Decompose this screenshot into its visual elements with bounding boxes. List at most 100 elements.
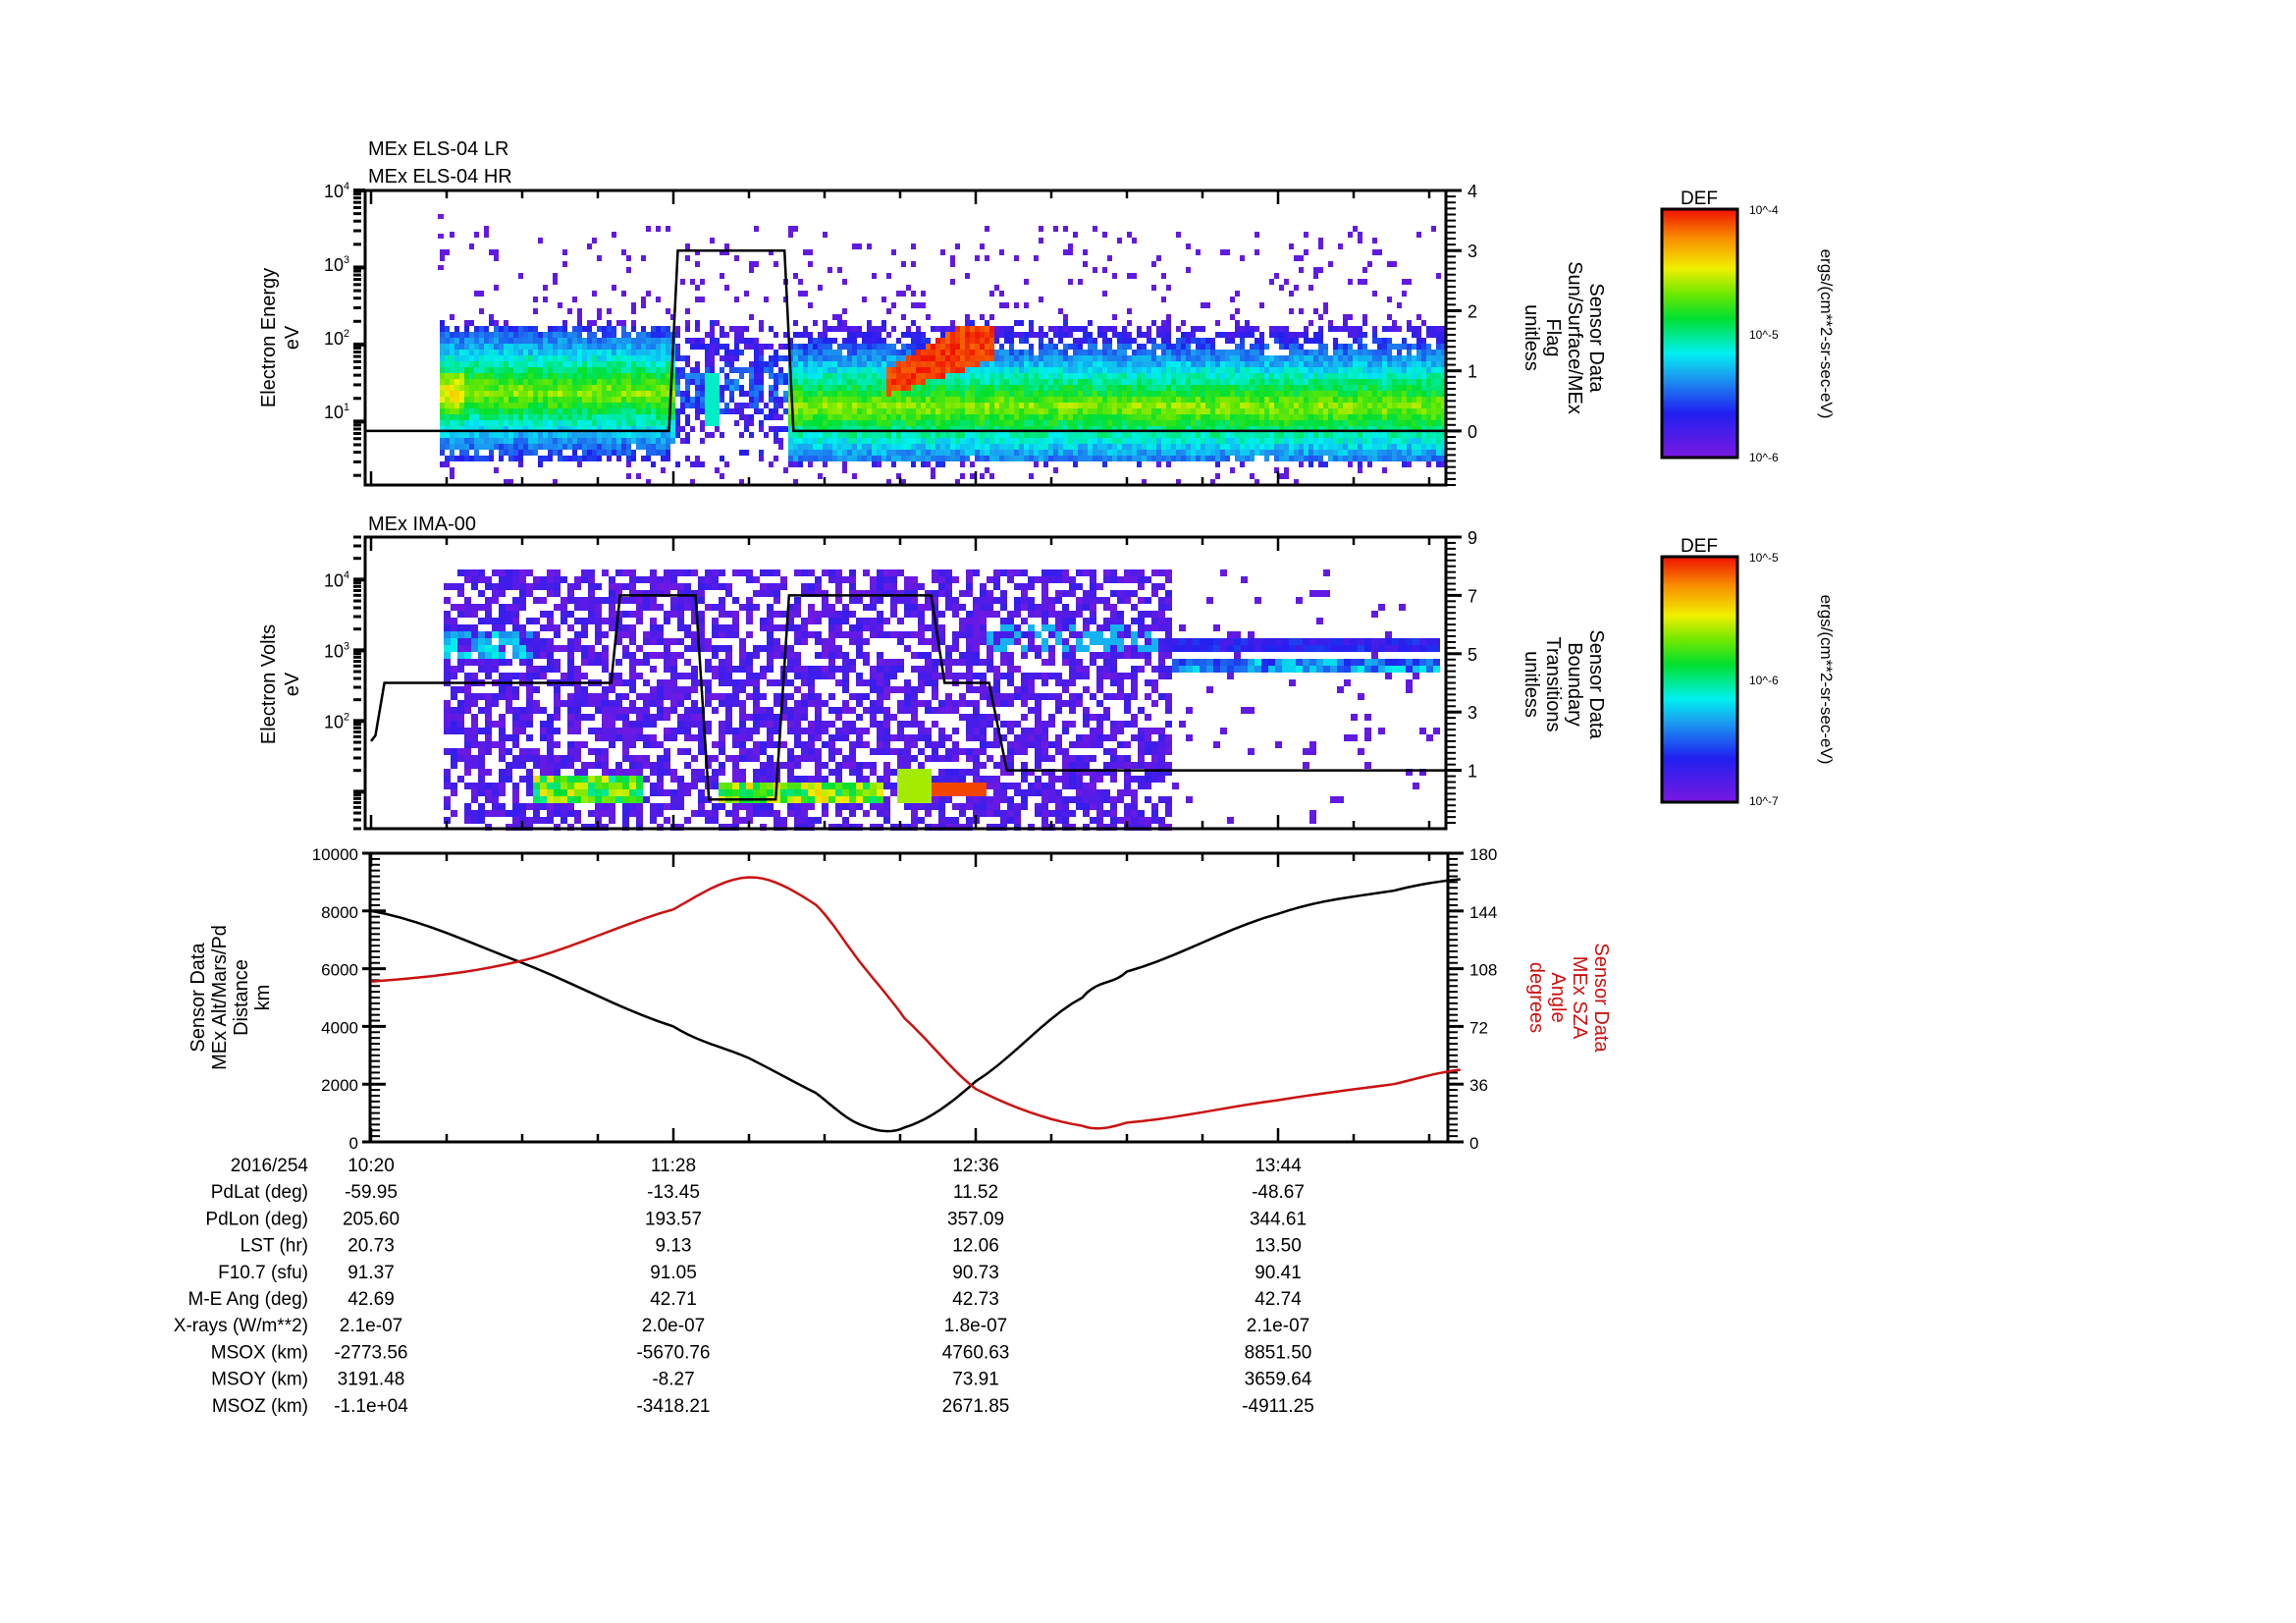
ephemeris-value: -1.1e+04 <box>334 1396 408 1417</box>
colorbar-els-title: DEF <box>1681 189 1718 209</box>
ima-ylabel: Electron Volts eV <box>258 624 303 744</box>
sza-line <box>370 876 1461 1130</box>
svg-text:102: 102 <box>324 328 349 349</box>
els-spectrogram <box>438 214 1446 485</box>
panel-els: MEx ELS-04 LR MEx ELS-04 HR 104103102101… <box>258 138 1607 487</box>
ephemeris-value: 90.41 <box>1255 1263 1302 1283</box>
orbit-right-ylabel: Sensor Data MEx SZA Angle degrees <box>1525 943 1612 1053</box>
ephemeris-row-label: X-rays (W/m**2) <box>174 1316 308 1336</box>
colorbar-ima: DEF 10^-5 10^-6 10^-7 ergs/(cm**2-sr-sec… <box>1660 536 1836 808</box>
ephemeris-value: 11.52 <box>953 1182 998 1203</box>
svg-text:4: 4 <box>1468 182 1477 201</box>
sun-surface-flag-line <box>365 248 1461 433</box>
time-tick-label: 13:44 <box>1255 1156 1302 1176</box>
els-right-ylabel: Sensor Data Sun/Surface/MEx Flag unitles… <box>1521 261 1607 414</box>
ephemeris-date: 2016/254 <box>231 1156 309 1176</box>
ephemeris-row-label: MSOZ (km) <box>212 1396 308 1417</box>
ephemeris-value: 357.09 <box>947 1209 1004 1229</box>
ephemeris-value: -48.67 <box>1252 1182 1305 1203</box>
panel-ima-title: MEx IMA-00 <box>368 514 476 535</box>
orbit-ylabel: Sensor Data MEx Alt/Mars/Pd Distance km <box>187 925 274 1070</box>
ephemeris-value: 42.71 <box>650 1289 697 1310</box>
time-tick-label: 10:20 <box>347 1156 395 1176</box>
ephemeris-row-label: MSOX (km) <box>211 1342 308 1363</box>
svg-text:Electron Energy: Electron Energy <box>258 268 280 407</box>
svg-text:Sun/Surface/MEx: Sun/Surface/MEx <box>1564 261 1585 414</box>
ephemeris-value: 8851.50 <box>1245 1342 1312 1363</box>
colorbar-ima-max: 10^-5 <box>1749 551 1779 565</box>
panel-els-title-lr: MEx ELS-04 LR <box>368 138 508 160</box>
ephemeris-value: 2.0e-07 <box>642 1316 705 1336</box>
svg-text:Sensor Data: Sensor Data <box>1585 283 1607 393</box>
colorbar-els-mid: 10^-5 <box>1749 328 1779 342</box>
svg-text:unitless: unitless <box>1521 304 1542 371</box>
colorbar-ima-min: 10^-7 <box>1749 794 1779 808</box>
ima-right-ylabel: Sensor Data Boundary Transitions unitles… <box>1521 629 1607 739</box>
ephemeris-row-label: LST (hr) <box>240 1236 308 1257</box>
ephemeris-value: 91.05 <box>650 1263 697 1283</box>
ephemeris-row-label: M-E Ang (deg) <box>188 1289 309 1310</box>
boundary-transitions-line <box>370 594 1461 801</box>
ephemeris-value: 9.13 <box>656 1236 692 1257</box>
ephemeris-value: 2671.85 <box>942 1396 1010 1417</box>
colorbar-ima-mid: 10^-6 <box>1749 674 1779 687</box>
ephemeris-value: 12.06 <box>952 1236 999 1257</box>
ephemeris-value: 90.73 <box>952 1263 999 1283</box>
els-axes: 104 103 102 101 4 3 2 1 0 <box>324 181 1477 487</box>
ephemeris-row-label: F10.7 (sfu) <box>218 1263 308 1283</box>
svg-text:101: 101 <box>324 402 349 422</box>
ephemeris-value: -59.95 <box>345 1182 398 1203</box>
ephemeris-value: 42.73 <box>952 1289 999 1310</box>
ephemeris-value: -4911.25 <box>1242 1396 1314 1417</box>
ephemeris-value: -8.27 <box>652 1370 694 1390</box>
ephemeris-value: 344.61 <box>1250 1209 1307 1229</box>
ephemeris-value: 3191.48 <box>338 1370 405 1390</box>
colorbar-els: DEF 10^-4 10^-5 10^-6 ergs/(cm**2-sr-sec… <box>1660 189 1836 464</box>
colorbar-els-min: 10^-6 <box>1749 451 1779 464</box>
ephemeris-value: 73.91 <box>952 1370 999 1390</box>
ephemeris-table: 2016/254 10:20 11:28 12:36 13:44 PdLat (deg) -… <box>174 1156 1314 1417</box>
colorbar-els-unit: ergs/(cm**2-sr-sec-eV) <box>1817 249 1836 419</box>
time-tick-label: 11:28 <box>651 1156 696 1176</box>
ephemeris-value: 205.60 <box>343 1209 400 1229</box>
ephemeris-value: 3659.64 <box>1245 1370 1312 1390</box>
ephemeris-value: 20.73 <box>347 1236 395 1257</box>
svg-text:1: 1 <box>1468 362 1477 382</box>
els-ylabel: Electron Energy eV <box>258 268 303 407</box>
ephemeris-value: -3418.21 <box>636 1396 710 1417</box>
svg-text:3: 3 <box>1468 242 1477 261</box>
ephemeris-value: 42.69 <box>347 1289 395 1310</box>
svg-text:eV: eV <box>282 325 303 350</box>
ima-spectrogram <box>444 569 1440 831</box>
colorbar-els-max: 10^-4 <box>1749 203 1779 217</box>
panel-els-title-hr: MEx ELS-04 HR <box>368 166 512 188</box>
svg-text:2: 2 <box>1468 301 1477 321</box>
time-tick-label: 12:36 <box>952 1156 999 1176</box>
ephemeris-value: -5670.76 <box>636 1342 710 1363</box>
svg-text:Flag: Flag <box>1542 319 1564 357</box>
colorbar-ima-unit: ergs/(cm**2-sr-sec-eV) <box>1817 595 1836 765</box>
svg-text:104: 104 <box>324 181 349 201</box>
ephemeris-value: 2.1e-07 <box>1247 1316 1309 1336</box>
ephemeris-value: -13.45 <box>647 1182 700 1203</box>
ephemeris-row-label: MSOY (km) <box>211 1370 308 1390</box>
colorbar-ima-title: DEF <box>1681 536 1718 557</box>
ephemeris-value: 2.1e-07 <box>340 1316 402 1336</box>
altitude-line <box>370 878 1461 1133</box>
ephemeris-row-label: PdLon (deg) <box>205 1209 308 1229</box>
svg-text:0: 0 <box>1468 422 1477 442</box>
svg-text:103: 103 <box>324 254 349 275</box>
ephemeris-value: 193.57 <box>645 1209 702 1229</box>
ephemeris-value: 91.37 <box>347 1263 395 1283</box>
ephemeris-value: 13.50 <box>1255 1236 1302 1257</box>
ephemeris-value: 42.74 <box>1255 1289 1302 1310</box>
ephemeris-row-label: PdLat (deg) <box>211 1182 308 1203</box>
ephemeris-value: -2773.56 <box>334 1342 407 1363</box>
ephemeris-value: 4760.63 <box>942 1342 1010 1363</box>
ephemeris-value: 1.8e-07 <box>944 1316 1007 1336</box>
